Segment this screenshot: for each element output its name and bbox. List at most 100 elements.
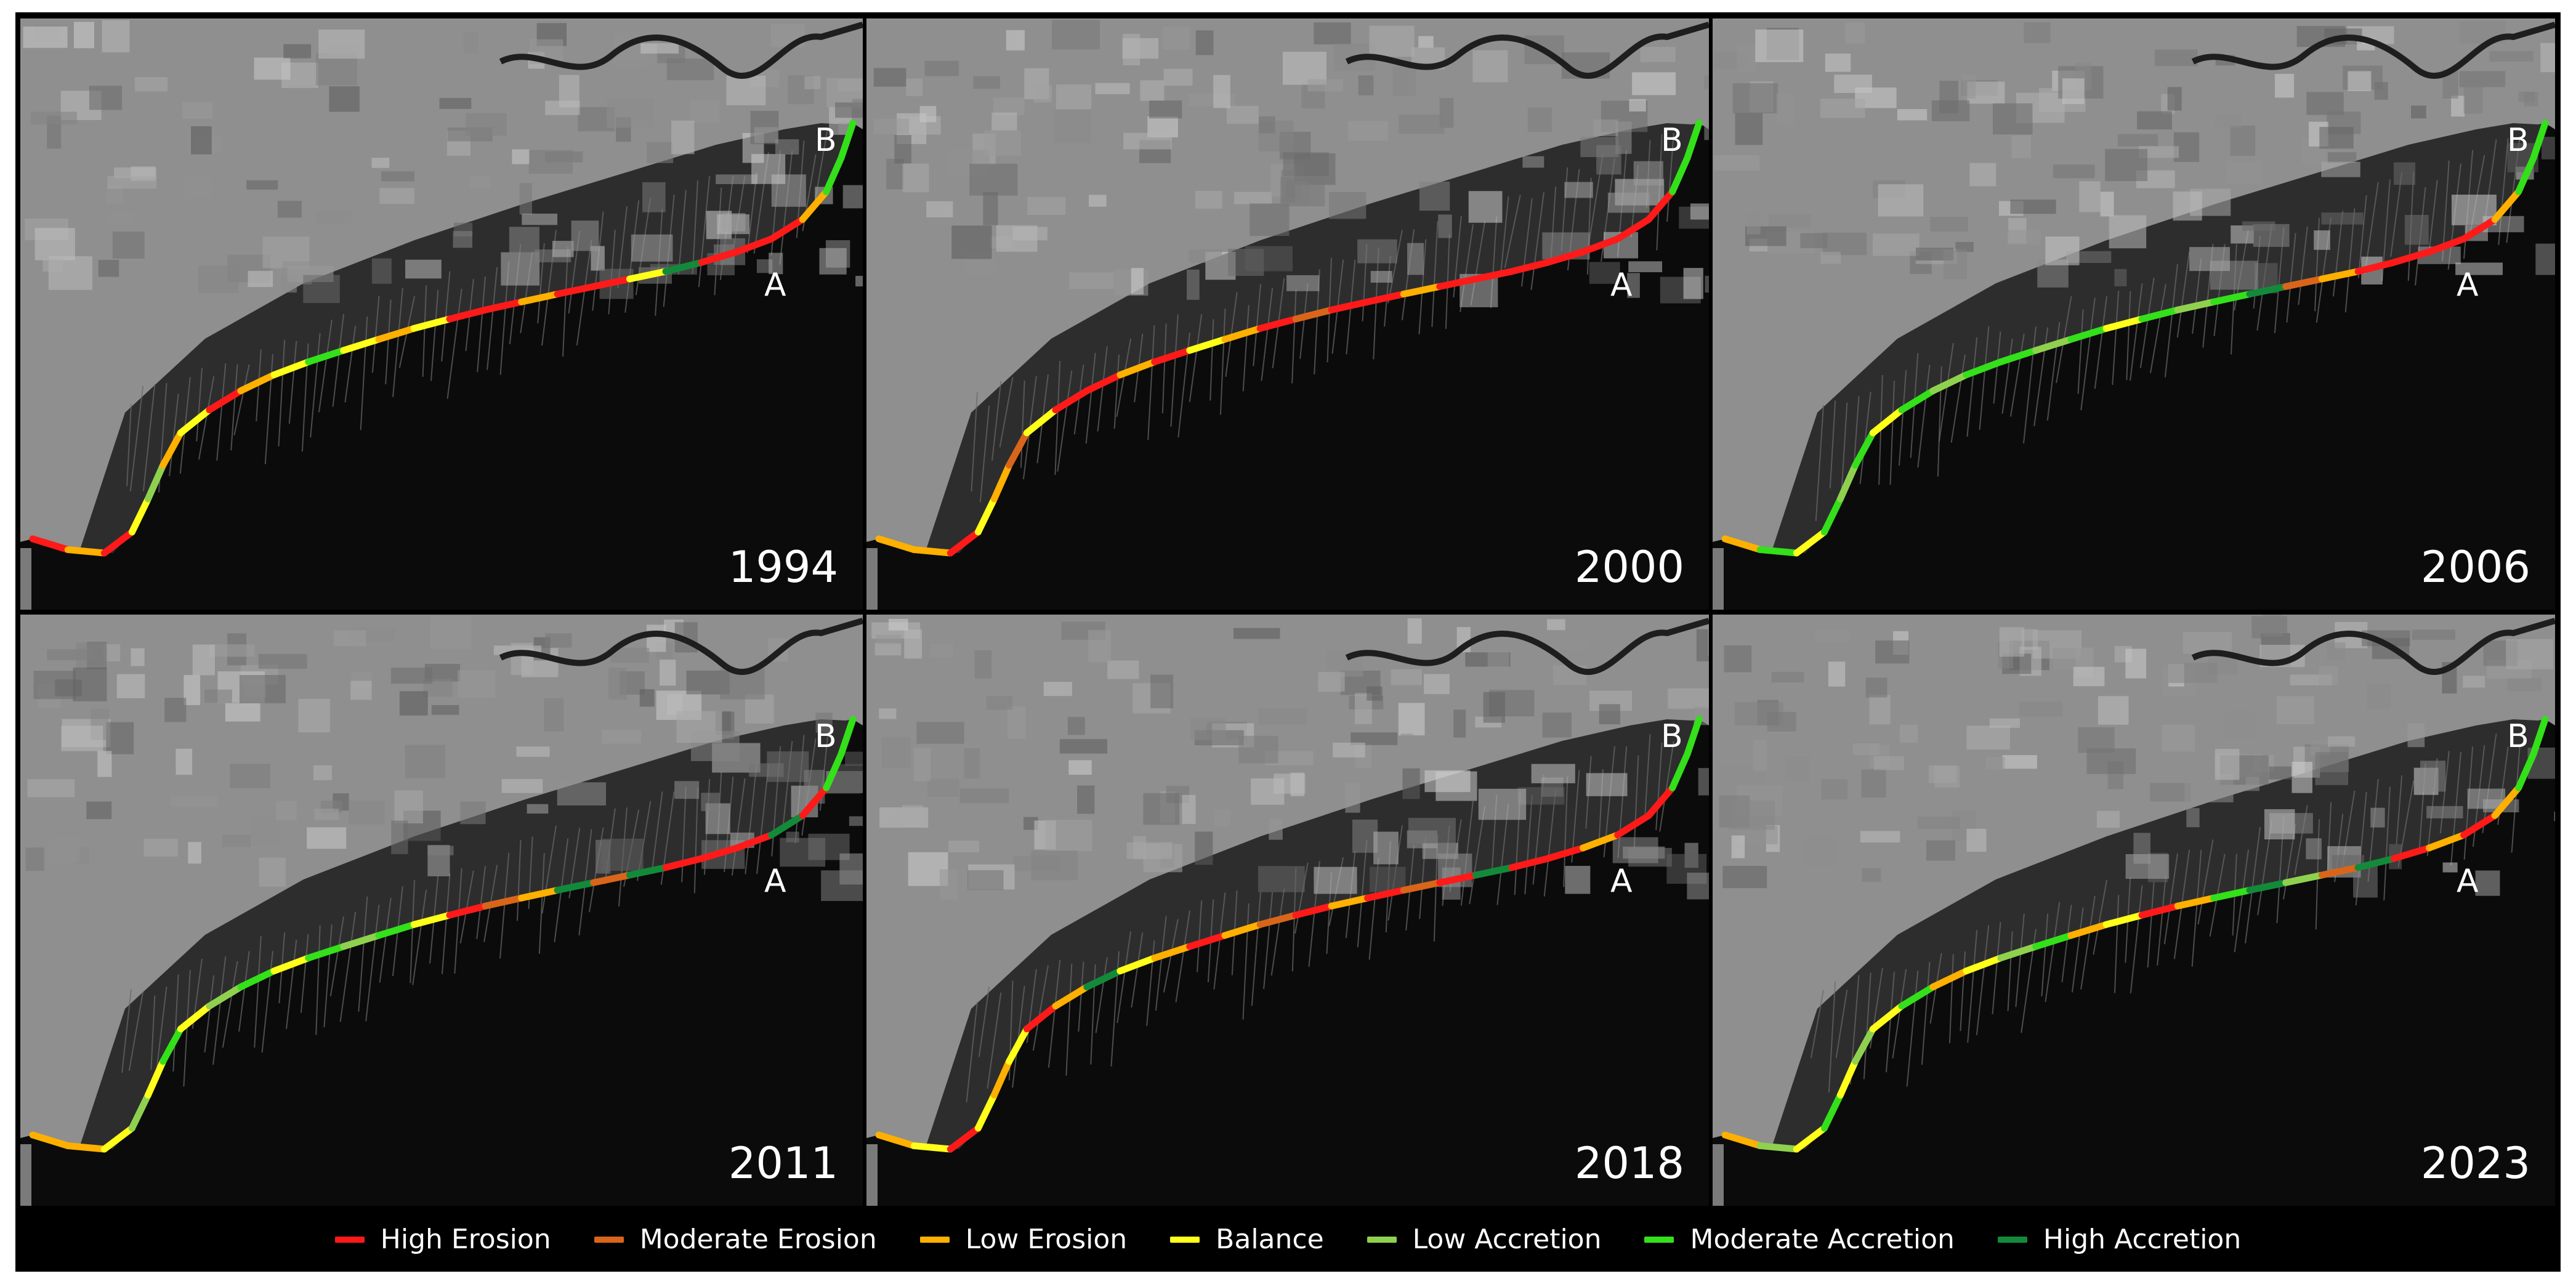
river bbox=[1345, 618, 1709, 676]
land-field bbox=[1407, 618, 1422, 644]
coastline-segment-high-accretion bbox=[662, 259, 705, 275]
legend-item-balance: Balance bbox=[1170, 1224, 1324, 1255]
pond-divider bbox=[2130, 283, 2143, 381]
land-field bbox=[453, 231, 473, 248]
land-field bbox=[2109, 215, 2147, 249]
land-field bbox=[631, 234, 673, 262]
land-field bbox=[2242, 221, 2275, 231]
land-field bbox=[1347, 121, 1389, 141]
pond-divider bbox=[677, 190, 687, 275]
land-field bbox=[1767, 711, 1796, 732]
land-field bbox=[89, 86, 123, 110]
land-field bbox=[277, 201, 302, 218]
land-field bbox=[906, 78, 923, 97]
pond-divider bbox=[2023, 326, 2037, 444]
land-field bbox=[1006, 30, 1025, 50]
land-field bbox=[2442, 862, 2458, 873]
land-field bbox=[1917, 817, 1960, 829]
coastline-segment-moderate-accretion bbox=[1820, 495, 1844, 536]
land-field bbox=[1407, 243, 1424, 275]
pond-divider bbox=[212, 956, 227, 1065]
land-field bbox=[283, 44, 312, 59]
land-field bbox=[192, 644, 215, 676]
land-field bbox=[1369, 25, 1415, 57]
point-label-a: A bbox=[764, 267, 786, 304]
land-field bbox=[1737, 44, 1756, 71]
pond-divider bbox=[1253, 284, 1261, 366]
land-field bbox=[131, 648, 145, 666]
pond-divider bbox=[1085, 353, 1096, 444]
coastline-segment-high-erosion bbox=[590, 275, 633, 290]
land-field bbox=[466, 113, 507, 136]
map-panel-2018: A B 2018 bbox=[866, 615, 1709, 1206]
land-field bbox=[27, 779, 75, 797]
pond-divider bbox=[1147, 325, 1155, 440]
land-field bbox=[1418, 36, 1434, 48]
land-field bbox=[1939, 81, 1958, 114]
land-field bbox=[819, 248, 847, 275]
coastline-segment-balance bbox=[1116, 955, 1158, 975]
point-label-a: A bbox=[2457, 267, 2479, 304]
land-field bbox=[143, 839, 179, 857]
land-field bbox=[1189, 249, 1222, 263]
legend-swatch bbox=[1367, 1236, 1397, 1243]
coastline-segment-high-erosion bbox=[554, 283, 597, 298]
coastline-segment-low-erosion bbox=[1151, 943, 1193, 962]
coastline-segment-low-erosion bbox=[375, 325, 418, 343]
pond-divider bbox=[1065, 963, 1073, 1076]
land-field bbox=[106, 722, 134, 754]
coastline-segment-moderate-accretion bbox=[2210, 291, 2253, 305]
pond-divider bbox=[454, 868, 462, 974]
land-field bbox=[919, 106, 937, 123]
land-field bbox=[2224, 710, 2255, 739]
land-field bbox=[2125, 854, 2170, 879]
land-field bbox=[2162, 724, 2195, 752]
coastline-segment-high-erosion bbox=[2460, 812, 2498, 839]
pond-divider bbox=[238, 951, 250, 1032]
land-field bbox=[1045, 820, 1092, 852]
land-field bbox=[379, 188, 414, 204]
pond-divider bbox=[1146, 940, 1155, 1026]
land-field bbox=[1318, 672, 1345, 692]
pond-divider bbox=[2332, 211, 2344, 297]
pond-divider bbox=[1261, 288, 1274, 381]
year-label: 1994 bbox=[729, 542, 838, 592]
pond-divider bbox=[1960, 951, 1966, 1032]
land-field bbox=[34, 228, 75, 260]
left-shore bbox=[1713, 548, 1724, 610]
pond-divider bbox=[2149, 284, 2166, 374]
land-field bbox=[973, 76, 1001, 89]
land-field bbox=[1735, 113, 1763, 145]
point-label-a: A bbox=[2457, 863, 2479, 900]
pond-divider bbox=[230, 364, 238, 451]
coastline-segment-high-erosion bbox=[733, 831, 775, 852]
pond-divider bbox=[1815, 405, 1824, 522]
coastline-segment-low-erosion bbox=[2318, 268, 2362, 283]
land-field bbox=[959, 788, 1009, 803]
land-field bbox=[318, 30, 365, 59]
land-field bbox=[2215, 749, 2240, 780]
land-field bbox=[1724, 645, 1752, 672]
satellite-image: A B 2006 bbox=[1713, 18, 2555, 610]
land-field bbox=[1696, 629, 1709, 661]
land-field bbox=[647, 624, 666, 652]
land-field bbox=[390, 668, 433, 684]
land-field bbox=[1250, 203, 1290, 236]
pond-divider bbox=[2114, 895, 2120, 993]
land-field bbox=[371, 258, 392, 284]
coastline-segment-low-erosion bbox=[1221, 921, 1264, 939]
land-field bbox=[1683, 268, 1703, 299]
year-label: 2000 bbox=[1575, 542, 1684, 592]
land-field bbox=[248, 270, 273, 288]
pond-divider bbox=[288, 341, 297, 424]
land-field bbox=[726, 75, 766, 105]
land-field bbox=[1865, 677, 1888, 698]
land-field bbox=[1899, 724, 1918, 743]
pond-divider bbox=[1524, 795, 1533, 895]
pond-divider bbox=[2344, 208, 2356, 313]
land-field bbox=[230, 764, 270, 788]
land-field bbox=[349, 801, 385, 825]
land-field bbox=[984, 130, 1021, 156]
pond-divider bbox=[1659, 741, 1674, 832]
pond-divider bbox=[2157, 876, 2166, 966]
